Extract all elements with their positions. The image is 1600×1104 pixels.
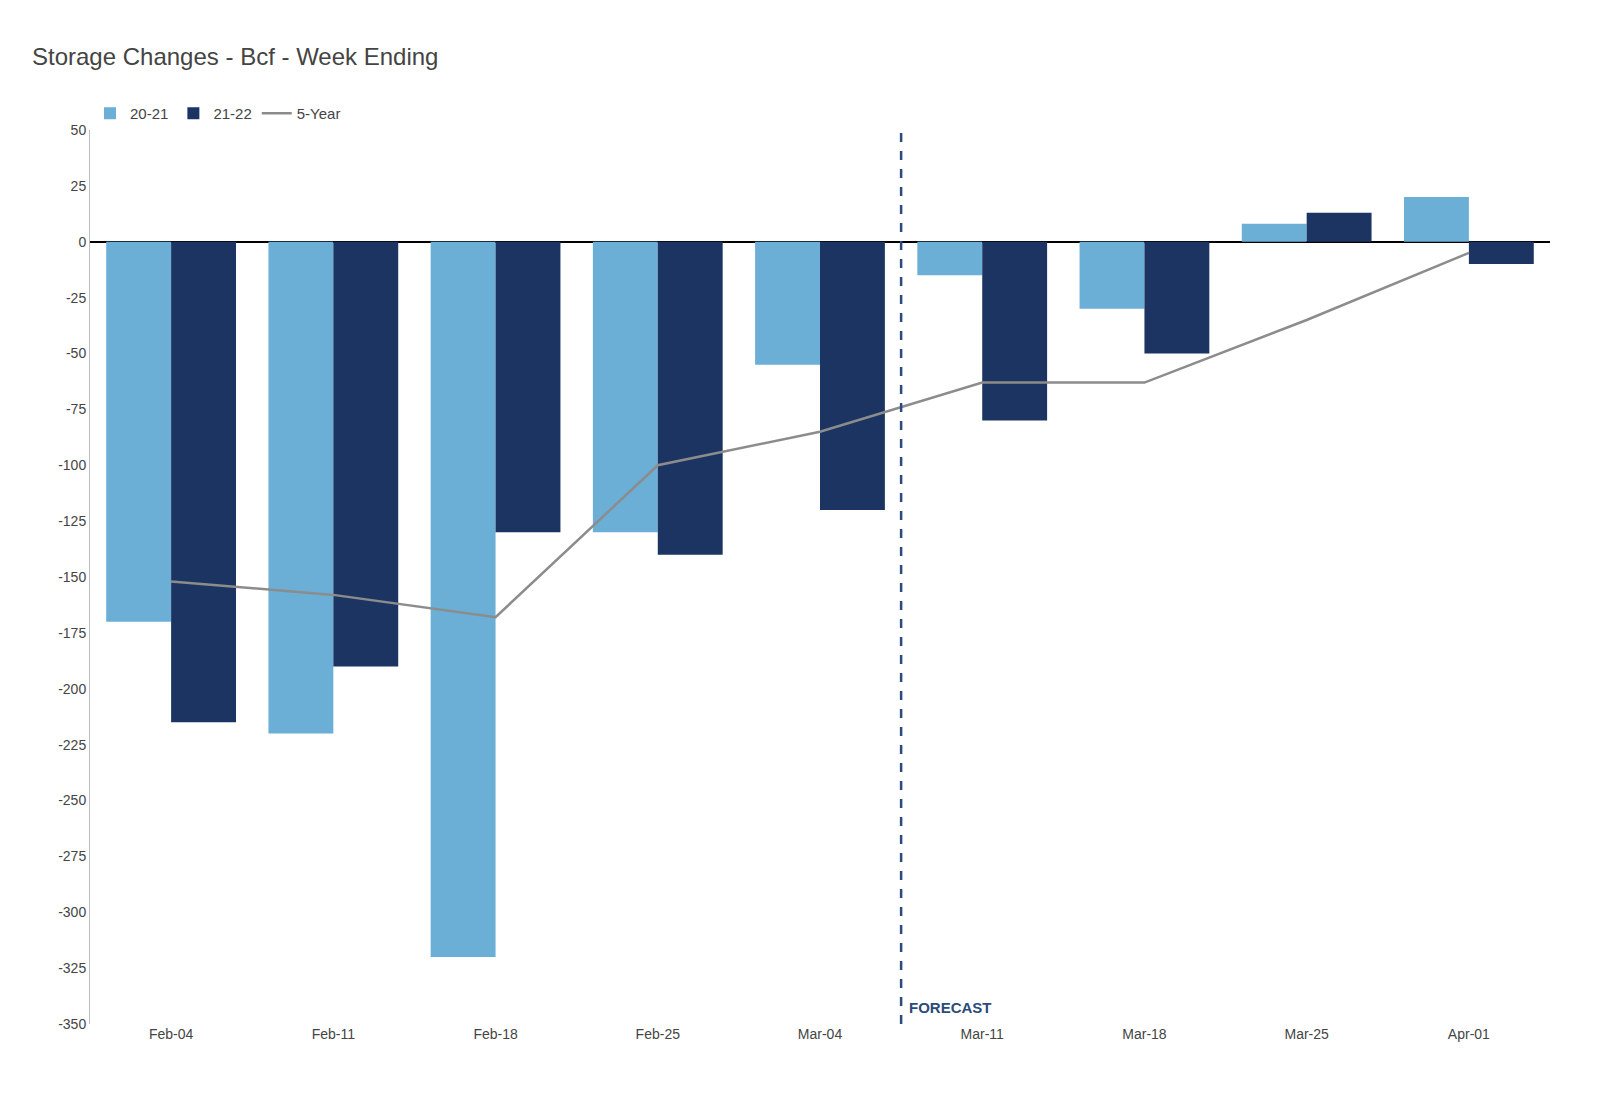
svg-text:-25: -25 [66, 290, 86, 306]
svg-text:-150: -150 [58, 569, 86, 585]
svg-text:-125: -125 [58, 513, 86, 529]
svg-text:-225: -225 [58, 737, 86, 753]
svg-text:20-21: 20-21 [130, 105, 168, 122]
svg-text:Storage Changes - Bcf - Week E: Storage Changes - Bcf - Week Ending [32, 43, 438, 70]
svg-text:-100: -100 [58, 457, 86, 473]
svg-text:-75: -75 [66, 401, 86, 417]
svg-text:Mar-25: Mar-25 [1284, 1026, 1329, 1042]
svg-text:FORECAST: FORECAST [909, 999, 992, 1016]
svg-text:Mar-18: Mar-18 [1122, 1026, 1167, 1042]
svg-text:-200: -200 [58, 681, 86, 697]
svg-text:-350: -350 [58, 1016, 86, 1032]
svg-text:Mar-11: Mar-11 [961, 1026, 1005, 1042]
svg-text:Feb-04: Feb-04 [149, 1026, 194, 1042]
svg-text:0: 0 [78, 234, 86, 250]
svg-text:21-22: 21-22 [213, 105, 251, 122]
svg-text:5-Year: 5-Year [297, 105, 341, 122]
svg-text:-250: -250 [58, 792, 86, 808]
svg-text:-325: -325 [58, 960, 86, 976]
svg-text:Feb-18: Feb-18 [473, 1026, 518, 1042]
svg-text:50: 50 [71, 122, 87, 138]
svg-text:-300: -300 [58, 904, 86, 920]
svg-text:-275: -275 [58, 848, 86, 864]
svg-text:Feb-11: Feb-11 [312, 1026, 356, 1042]
svg-text:Mar-04: Mar-04 [798, 1026, 843, 1042]
svg-text:-175: -175 [58, 625, 86, 641]
svg-text:25: 25 [71, 178, 87, 194]
svg-text:-50: -50 [66, 345, 86, 361]
svg-text:Feb-25: Feb-25 [636, 1026, 681, 1042]
svg-text:Apr-01: Apr-01 [1448, 1026, 1490, 1042]
